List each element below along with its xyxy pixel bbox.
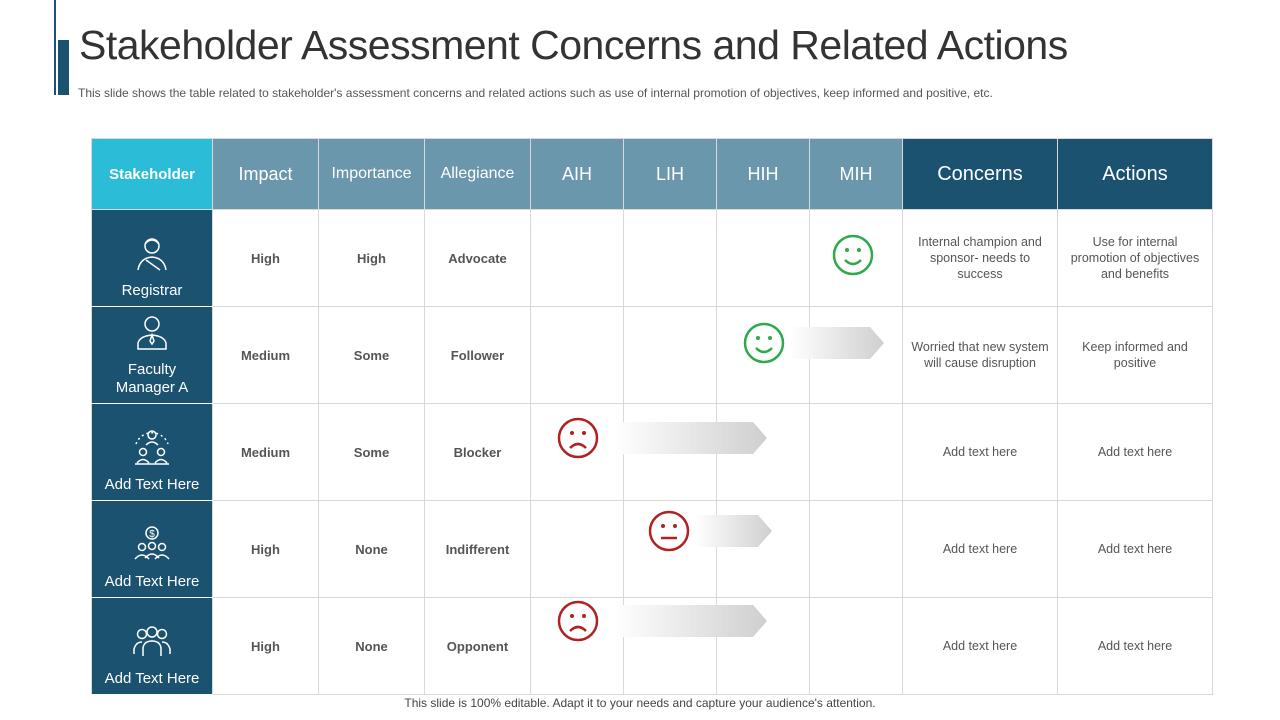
title: Stakeholder Assessment Concerns and Rela…	[79, 22, 1068, 68]
indicator-cell	[716, 209, 810, 307]
rating-cell: Opponent	[424, 597, 531, 695]
column-header: LIH	[623, 138, 717, 210]
indicator-cell	[809, 597, 903, 695]
stakeholder-icon	[137, 316, 167, 350]
indicator-cell	[623, 403, 717, 501]
column-header: Stakeholder	[91, 138, 213, 210]
stakeholder-cell: Add Text Here	[91, 403, 213, 501]
rating-cell: High	[212, 209, 319, 307]
accent-bar	[58, 40, 69, 95]
table-row: Add Text Here Medium Some Blocker Add text h…	[91, 403, 1213, 501]
indicator-cell	[530, 403, 624, 501]
column-header: Actions	[1057, 138, 1213, 210]
concern-cell: Add text here	[902, 403, 1058, 501]
stakeholder-cell: $ Add Text Here	[91, 500, 213, 598]
indicator-cell	[623, 209, 717, 307]
indicator-cell	[530, 500, 624, 598]
stakeholder-name: Faculty Manager A	[115, 361, 189, 396]
rating-cell: High	[318, 209, 425, 307]
indicator-cell	[716, 597, 810, 695]
column-header: Importance	[318, 138, 425, 210]
indicator-cell	[530, 306, 624, 404]
rating-cell: Indifferent	[424, 500, 531, 598]
indicator-cell	[716, 500, 810, 598]
rating-cell: Some	[318, 306, 425, 404]
rating-cell: High	[212, 500, 319, 598]
svg-text:$: $	[149, 529, 155, 540]
rating-cell: None	[318, 500, 425, 598]
rating-cell: Advocate	[424, 209, 531, 307]
column-header: AIH	[530, 138, 624, 210]
indicator-cell	[809, 209, 903, 307]
rating-cell: Some	[318, 403, 425, 501]
rating-cell: Medium	[212, 306, 319, 404]
stakeholder-cell: Faculty Manager A	[91, 306, 213, 404]
stakeholder-name: Add Text Here	[104, 573, 200, 590]
stakeholder-name: Add Text Here	[104, 670, 200, 687]
rating-cell: Blocker	[424, 403, 531, 501]
stakeholder-icon: $	[134, 526, 170, 560]
indicator-cell	[716, 306, 810, 404]
action-cell: Keep informed and positive	[1057, 306, 1213, 404]
concern-cell: Internal champion and sponsor- needs to …	[902, 209, 1058, 307]
concern-cell: Add text here	[902, 500, 1058, 598]
footer: This slide is 100% editable. Adapt it to…	[404, 696, 876, 710]
stakeholder-icon	[137, 238, 167, 271]
action-cell: Add text here	[1057, 500, 1213, 598]
indicator-cell	[809, 306, 903, 404]
assessment-table: Stakeholder Impact Importance Allegiance AIH…	[91, 138, 1213, 695]
indicator-cell	[809, 500, 903, 598]
stakeholder-name: Add Text Here	[104, 476, 200, 493]
indicator-cell	[716, 403, 810, 501]
accent-line	[54, 0, 56, 95]
stakeholder-cell: Registrar	[91, 209, 213, 307]
column-header: Concerns	[902, 138, 1058, 210]
action-cell: Add text here	[1057, 597, 1213, 695]
concern-cell: Add text here	[902, 597, 1058, 695]
indicator-cell	[623, 306, 717, 404]
column-header: Impact	[212, 138, 319, 210]
action-cell: Use for internal promotion of objectives…	[1057, 209, 1213, 307]
stakeholder-cell: Add Text Here	[91, 597, 213, 695]
stakeholder-name: Registrar	[121, 282, 183, 299]
table-row: Faculty Manager A Medium Some Follower Worri…	[91, 306, 1213, 404]
stakeholder-icon	[133, 626, 171, 656]
rating-cell: None	[318, 597, 425, 695]
indicator-cell	[623, 597, 717, 695]
rating-cell: Medium	[212, 403, 319, 501]
indicator-cell	[530, 209, 624, 307]
rating-cell: Follower	[424, 306, 531, 404]
rating-cell: High	[212, 597, 319, 695]
table-row: Registrar High High Advocate Internal champi…	[91, 209, 1213, 307]
subtitle: This slide shows the table related to st…	[78, 86, 993, 100]
column-header: MIH	[809, 138, 903, 210]
stakeholder-icon	[135, 430, 169, 465]
indicator-cell	[809, 403, 903, 501]
concern-cell: Worried that new system will cause disru…	[902, 306, 1058, 404]
column-header: Allegiance	[424, 138, 531, 210]
indicator-cell	[530, 597, 624, 695]
indicator-cell	[623, 500, 717, 598]
table-row: $ Add Text Here High None Indifferent Add tex…	[91, 500, 1213, 598]
table-row: Add Text Here High None Opponent Add text he…	[91, 597, 1213, 695]
action-cell: Add text here	[1057, 403, 1213, 501]
column-header: HIH	[716, 138, 810, 210]
